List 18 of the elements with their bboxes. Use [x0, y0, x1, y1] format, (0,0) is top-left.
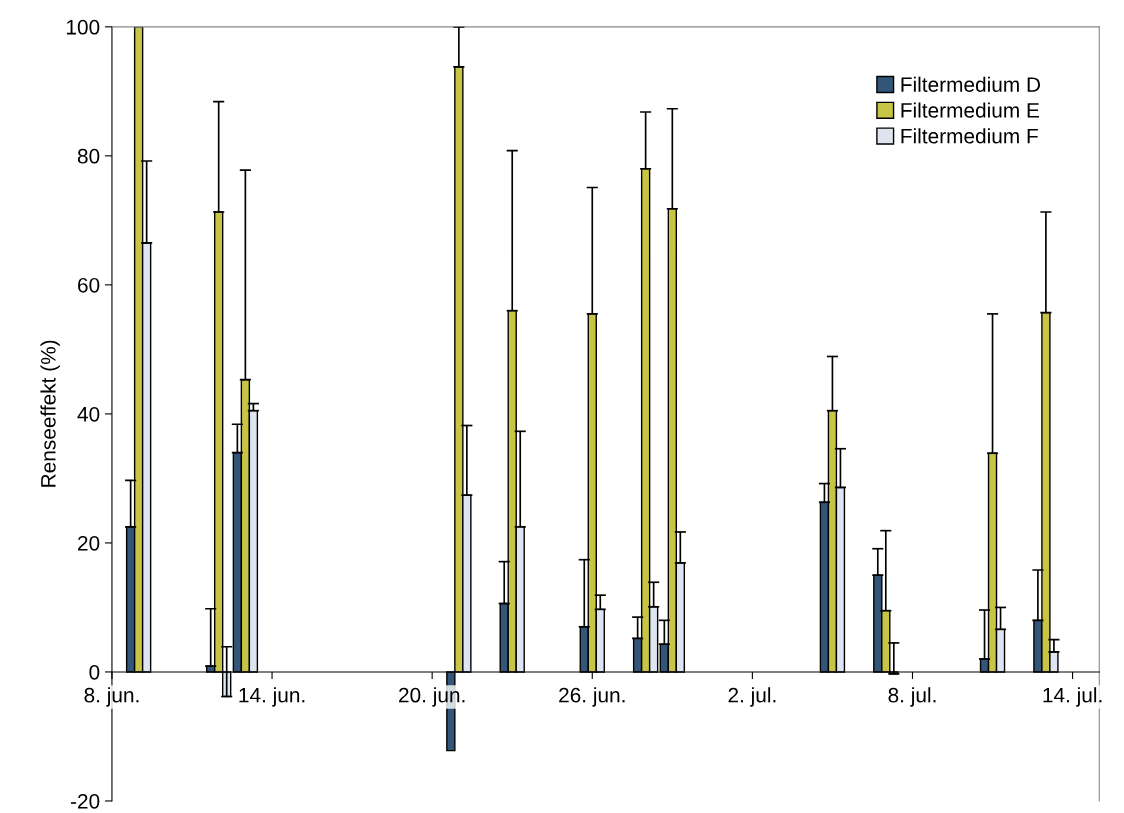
y-tick-label: -20: [70, 793, 100, 809]
x-tick-label: 14. jun.: [239, 687, 305, 707]
x-tick-label: 8. jul.: [888, 687, 936, 707]
y-tick-label: 60: [78, 277, 100, 293]
x-tick-label: 2. jul.: [728, 687, 776, 707]
y-axis-title: Renseeffekt (%): [40, 340, 60, 487]
y-tick-label: 40: [77, 406, 100, 422]
x-tick-label: 20. jun.: [399, 687, 465, 707]
legend-label: Filtermedium D: [901, 76, 1041, 92]
y-tick-label: 100: [66, 19, 100, 35]
x-tick-label: 14. jul.: [1043, 687, 1102, 707]
x-tick-label: 26. jun.: [559, 687, 625, 707]
x-tick-label: 8. jun.: [84, 687, 139, 707]
legend-label: Filtermedium F: [901, 128, 1038, 144]
legend-label: Filtermedium E: [901, 102, 1039, 118]
y-tick-label: 20: [78, 535, 100, 551]
y-tick-label: 0: [89, 664, 100, 680]
y-tick-label: 80: [77, 148, 100, 164]
